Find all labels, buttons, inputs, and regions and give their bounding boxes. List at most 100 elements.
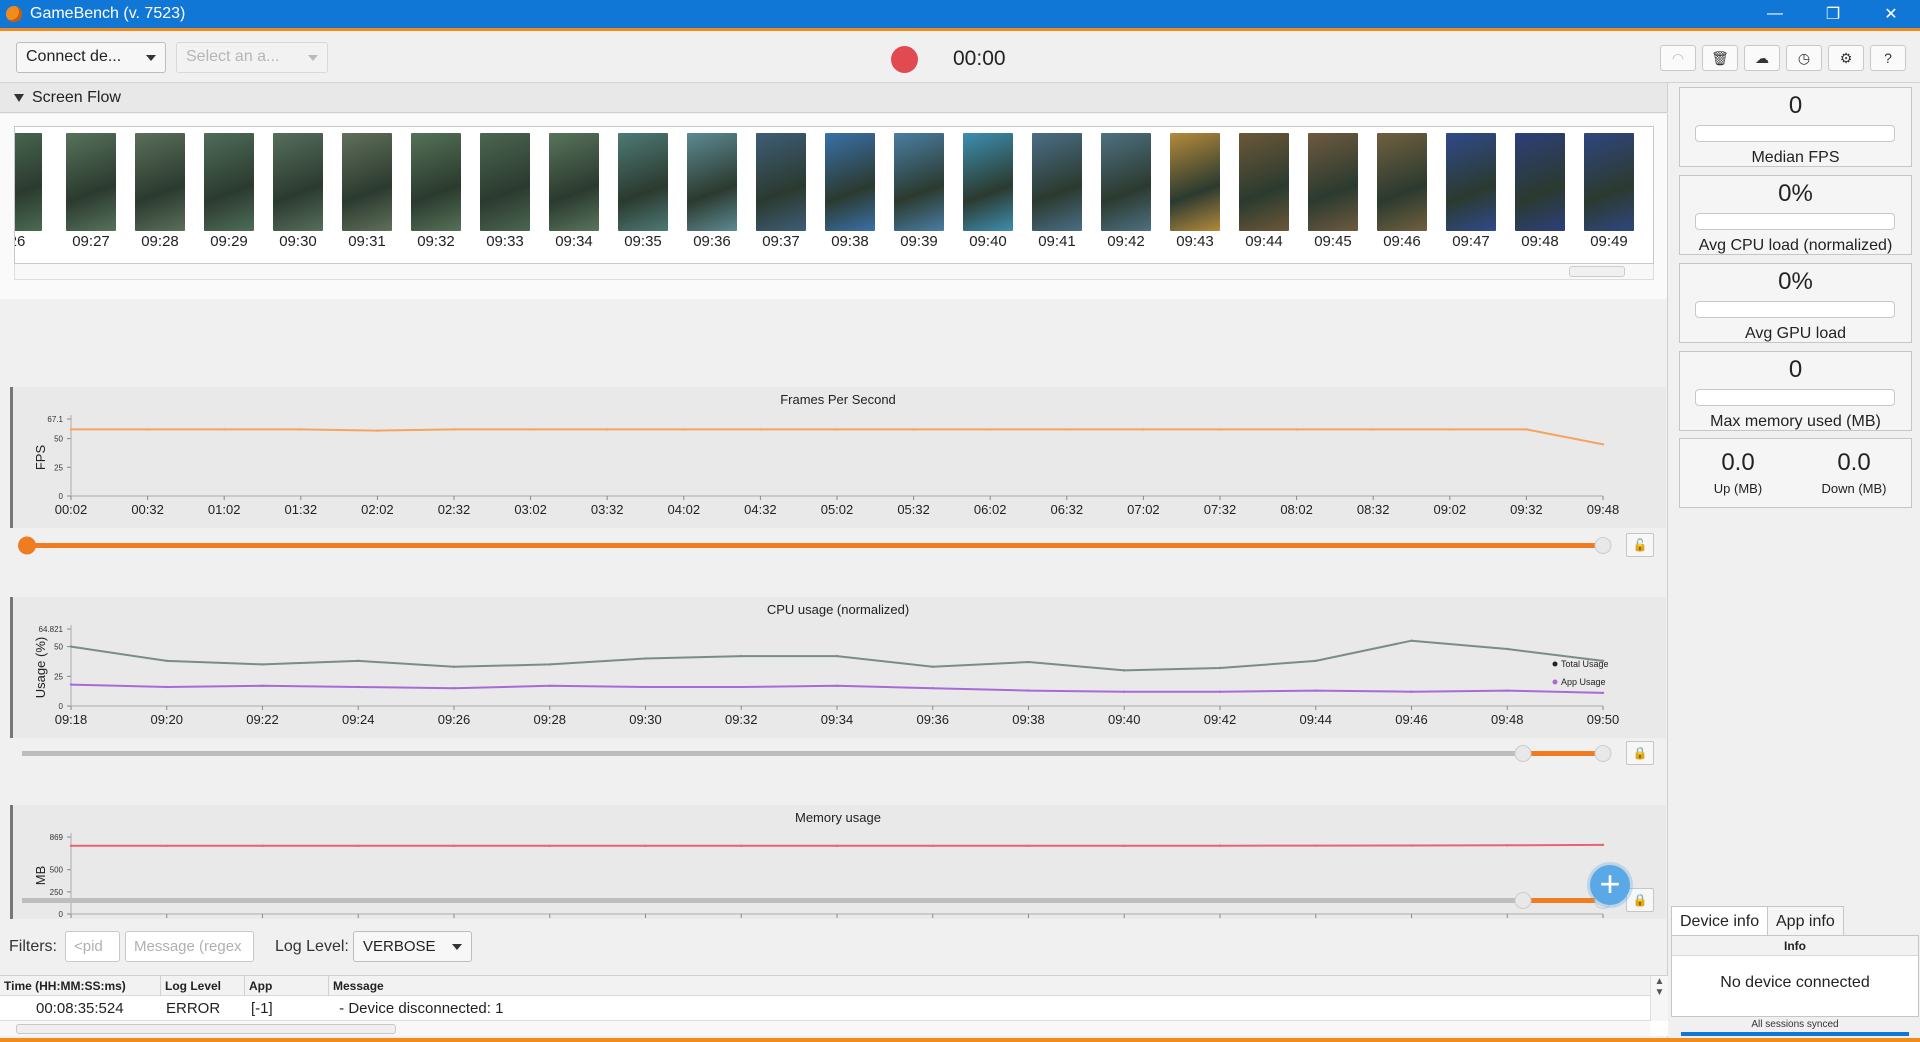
cloud-upload-icon[interactable]: ☁: [1744, 45, 1780, 71]
screenshot-time: 09:32: [417, 233, 455, 250]
message-filter-input[interactable]: Message (regex: [125, 931, 254, 962]
device-select[interactable]: Connect de...: [16, 42, 166, 73]
sync-progress-bar: [1681, 1032, 1909, 1036]
scrollbar-thumb[interactable]: [16, 1024, 396, 1034]
table-row[interactable]: 00:08:35:524 ERROR [-1] - Device disconn…: [0, 997, 1650, 1021]
screenshot-thumbnail[interactable]: 09:43: [1167, 133, 1223, 253]
screenshot-image: [756, 133, 806, 231]
screenshot-thumbnail[interactable]: 09:45: [1305, 133, 1361, 253]
clock-icon[interactable]: ◷: [1786, 45, 1822, 71]
screenshot-thumbnail[interactable]: 09:48: [1512, 133, 1568, 253]
cpu-range-slider[interactable]: 🔒: [10, 741, 1666, 765]
screenshot-image: [15, 133, 42, 231]
screenshot-thumbnail[interactable]: 09:44: [1236, 133, 1292, 253]
x-tick-label: 09:44: [1299, 712, 1332, 727]
network-card: 0.0 Up (MB) 0.0 Down (MB): [1679, 438, 1912, 508]
screenshot-thumbnail[interactable]: 09:41: [1029, 133, 1085, 253]
screenshot-thumbnail[interactable]: 09:32: [408, 133, 464, 253]
memory-slider-track[interactable]: [10, 888, 1620, 912]
data-point: [1123, 669, 1126, 672]
screenshot-thumbnail[interactable]: 09:46: [1374, 133, 1430, 253]
column-app[interactable]: App: [249, 979, 273, 993]
x-tick-label: 09:28: [533, 712, 566, 727]
lock-icon[interactable]: 🔒: [1626, 741, 1654, 765]
screenshot-thumbnail[interactable]: 09:38: [822, 133, 878, 253]
screenshot-time: 09:31: [348, 233, 386, 250]
data-point: [69, 645, 73, 648]
screenshot-thumbnail[interactable]: 09:27: [63, 133, 119, 253]
unlock-icon[interactable]: 🔓: [1626, 533, 1654, 557]
data-point: [357, 844, 360, 847]
log-level-select[interactable]: VERBOSE: [353, 931, 472, 962]
data-point: [740, 654, 743, 658]
column-time[interactable]: Time (HH:MM:SS:ms): [4, 979, 126, 993]
data-point: [606, 428, 609, 431]
download-label: Down (MB): [1821, 481, 1887, 496]
x-tick-label: 05:02: [821, 502, 854, 517]
fps-chart-svg: Frames Per Second FPS 67.1 50 25 000:02 00:32 0…: [33, 392, 1619, 517]
restore-button[interactable]: ❐: [1825, 6, 1841, 23]
tab-device-info[interactable]: Device info: [1671, 906, 1769, 936]
cpu-slider-track[interactable]: [10, 741, 1620, 765]
scrollbar-thumb[interactable]: [1569, 266, 1625, 277]
slider-start-handle[interactable]: [18, 536, 36, 555]
avg-gpu-label: Avg GPU load: [1744, 325, 1847, 342]
fps-range-slider[interactable]: 🔓: [10, 533, 1666, 557]
screenshot-thumbnail[interactable]: 09:28: [132, 133, 188, 253]
screenshot-thumbnail[interactable]: 09:42: [1098, 133, 1154, 253]
log-level-value: VERBOSE: [363, 938, 436, 955]
lock-icon[interactable]: 🔒: [1626, 888, 1654, 912]
data-point: [835, 654, 839, 658]
log-horizontal-scrollbar[interactable]: [0, 1020, 1650, 1036]
screenshot-thumbnail[interactable]: 09:47: [1443, 133, 1499, 253]
screenshot-thumbnail[interactable]: 09:49: [1581, 133, 1637, 253]
column-log-level[interactable]: Log Level: [165, 979, 222, 993]
x-tick-label: 04:02: [668, 502, 701, 517]
data-point: [931, 665, 934, 668]
record-button[interactable]: [891, 46, 918, 73]
x-tick-label: 09:02: [1434, 502, 1467, 517]
session-timer: 00:00: [953, 47, 1006, 70]
minimize-button[interactable]: —: [1767, 5, 1783, 22]
help-icon[interactable]: ?: [1870, 45, 1906, 71]
slider-end-handle[interactable]: [1594, 745, 1612, 762]
pid-filter-input[interactable]: <pid: [65, 931, 120, 962]
screen-flow-scrollbar[interactable]: [14, 264, 1654, 280]
collapse-triangle-icon[interactable]: [14, 94, 24, 102]
screenshot-thumbnail[interactable]: 09:36: [684, 133, 740, 253]
chevron-down-icon: [308, 55, 318, 61]
screenshot-thumbnail[interactable]: 09:34: [546, 133, 602, 253]
log-vertical-scrollbar[interactable]: ▲ ▼: [1650, 976, 1668, 1021]
cpu-chart-svg: CPU usage (normalized) Usage (%) 64.821 50 2…: [33, 602, 1619, 727]
slider-start-handle[interactable]: [1514, 892, 1532, 909]
settings-icon[interactable]: ⚙: [1828, 45, 1864, 71]
column-message[interactable]: Message: [333, 979, 384, 993]
wifi-icon[interactable]: ◠: [1660, 45, 1696, 71]
data-point: [548, 844, 551, 847]
memory-range-slider[interactable]: 🔒: [10, 888, 1666, 912]
legend-entry: Total Usage: [1561, 659, 1609, 669]
screenshot-thumbnail[interactable]: 09:31: [339, 133, 395, 253]
screenshot-thumbnail[interactable]: 09:39: [891, 133, 947, 253]
close-button[interactable]: ✕: [1884, 6, 1898, 23]
slider-start-handle[interactable]: [1514, 745, 1532, 762]
fps-slider-track[interactable]: [10, 533, 1620, 557]
app-select[interactable]: Select an a...: [176, 42, 328, 73]
screenshot-thumbnail[interactable]: 26: [15, 133, 45, 253]
data-point: [1027, 689, 1030, 692]
app-select-placeholder: Select an a...: [186, 48, 280, 65]
x-tick-label: 01:32: [285, 502, 318, 517]
screenshot-thumbnail[interactable]: 09:33: [477, 133, 533, 253]
screenshot-strip[interactable]: 26 09:27 09:28 09:29 09:30 09:31 09:32 09:33 09:…: [14, 126, 1654, 264]
screen-flow-header[interactable]: Screen Flow: [0, 83, 1668, 113]
trash-icon[interactable]: 🗑: [1702, 45, 1738, 71]
screenshot-thumbnail[interactable]: 09:35: [615, 133, 671, 253]
tab-app-info[interactable]: App info: [1767, 906, 1844, 936]
screenshot-thumbnail[interactable]: 09:29: [201, 133, 257, 253]
screenshot-thumbnail[interactable]: 09:40: [960, 133, 1016, 253]
add-marker-button[interactable]: +: [1590, 865, 1630, 905]
screenshot-thumbnail[interactable]: 09:30: [270, 133, 326, 253]
screenshot-thumbnail[interactable]: 09:37: [753, 133, 809, 253]
slider-end-handle[interactable]: [1594, 537, 1612, 554]
x-tick-label: 09:26: [438, 712, 471, 727]
